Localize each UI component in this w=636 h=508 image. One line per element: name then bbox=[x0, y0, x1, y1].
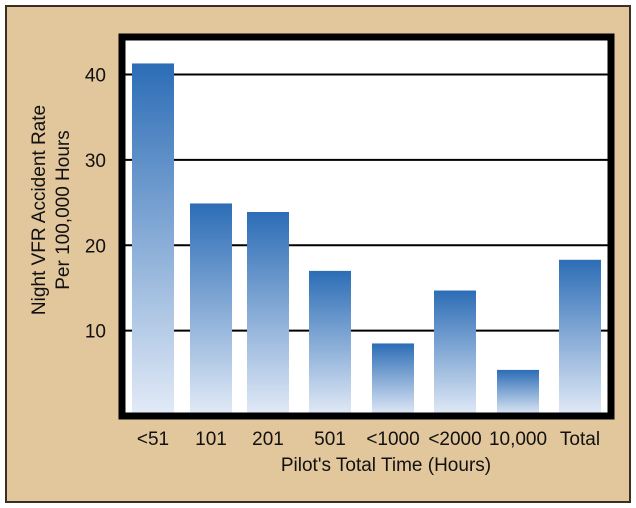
bar-2 bbox=[247, 211, 289, 416]
y-tick-label: 10 bbox=[85, 322, 106, 343]
y-tick-labels: 10 20 30 40 bbox=[85, 66, 106, 343]
x-tick-label: <1000 bbox=[366, 429, 419, 450]
plot-border bbox=[118, 33, 615, 420]
x-tick-label: Total bbox=[560, 429, 600, 450]
x-tick-label: 501 bbox=[314, 429, 346, 450]
y-axis-title: Night VFR Accident Rate Per 100,000 Hour… bbox=[29, 105, 74, 315]
bar-4 bbox=[372, 343, 414, 416]
x-tick-label: 101 bbox=[195, 429, 227, 450]
y-axis-title-line-2: Per 100,000 Hours bbox=[53, 130, 74, 290]
y-tick-label: 30 bbox=[85, 151, 106, 172]
bars bbox=[132, 63, 601, 417]
bar-0 bbox=[132, 63, 174, 417]
x-tick-label: 10,000 bbox=[489, 429, 547, 450]
bar-3 bbox=[309, 270, 351, 416]
x-tick-labels: <51 101 201 501 <1000 <2000 10,000 Total bbox=[137, 429, 600, 450]
y-tick-label: 40 bbox=[85, 66, 106, 87]
bar-6 bbox=[497, 369, 539, 416]
x-tick-label: 201 bbox=[252, 429, 284, 450]
x-tick-label: <2000 bbox=[428, 429, 481, 450]
y-axis-title-line-1: Night VFR Accident Rate bbox=[29, 105, 50, 315]
bar-1 bbox=[190, 203, 232, 416]
bar-5 bbox=[434, 290, 476, 416]
y-tick-label: 20 bbox=[85, 236, 106, 257]
x-tick-label: <51 bbox=[137, 429, 169, 450]
x-axis-title: Pilot's Total Time (Hours) bbox=[281, 455, 491, 476]
bar-7 bbox=[559, 259, 601, 416]
